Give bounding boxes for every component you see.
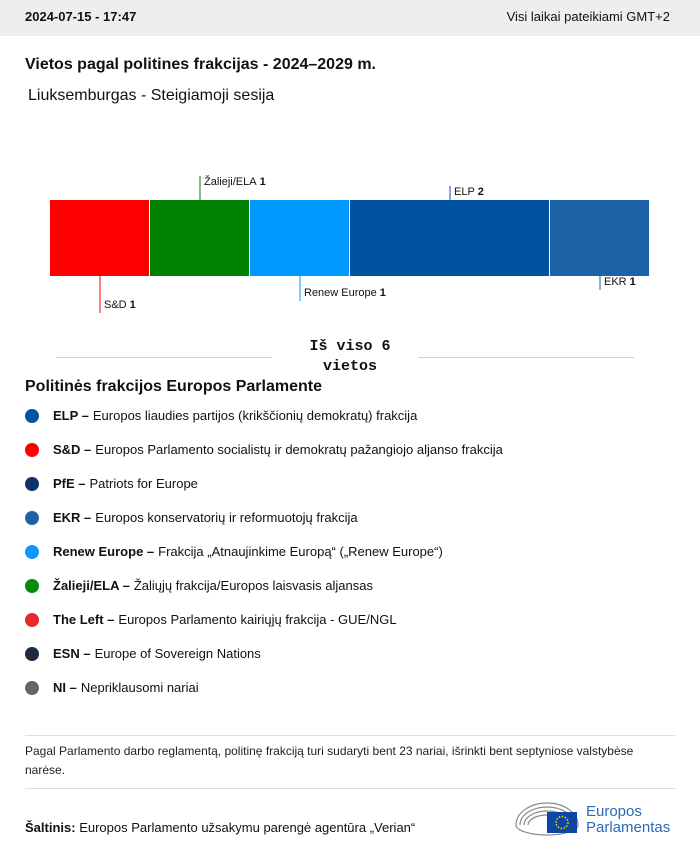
legend-title: Politinės frakcijos Europos Parlamente [25, 378, 322, 395]
segment-name: Renew Europe [304, 287, 377, 299]
legend-label: EKR – Europos konservatorių ir reformuoto… [53, 508, 358, 528]
legend-label: NI – Nepriklausomi nariai [53, 678, 199, 698]
total-seats: Iš viso 6 vietos [309, 338, 391, 375]
legend-description: Žaliųjų frakcija/Europos laisvasis aljan… [133, 578, 373, 593]
timestamp: 2024-07-15 - 17:47 [25, 9, 137, 24]
legend-description: Europe of Sovereign Nations [94, 646, 261, 661]
legend-abbr: Renew Europe – [53, 544, 155, 559]
source-text: Europos Parlamento užsakymu parengė agen… [79, 820, 416, 835]
segment-label: Renew Europe 1 [304, 287, 386, 299]
legend-description: Europos Parlamento kairiųjų frakcija - G… [118, 612, 397, 627]
legend-abbr: ESN – [53, 646, 91, 661]
segment-label: S&D 1 [104, 299, 136, 311]
source-label: Šaltinis: [25, 820, 76, 835]
segment-label: EKR 1 [604, 276, 636, 288]
bar-segment [50, 200, 149, 276]
segment-name: EKR [604, 276, 627, 288]
segment-value: 1 [260, 176, 266, 188]
segment-label: Žalieji/ELA 1 [204, 175, 266, 188]
legend-abbr: S&D – [53, 442, 92, 457]
segment-value: 1 [130, 299, 136, 311]
legend-abbr: EKR – [53, 510, 92, 525]
bar-segment [150, 200, 249, 276]
segment-name: S&D [104, 299, 127, 311]
legend-swatch [25, 681, 39, 695]
logo-mark [515, 802, 579, 836]
legend-abbr: ELP – [53, 408, 89, 423]
segment-name: ELP [454, 186, 475, 198]
divider [25, 735, 675, 736]
legend-swatch [25, 511, 39, 525]
legend-label: ELP – Europos liaudies partijos (krikščio… [53, 406, 417, 426]
legend-label: Renew Europe – Frakcija „Atnaujinkime Eur… [53, 542, 443, 562]
legend-abbr: The Left – [53, 612, 115, 627]
legend-label: PfE – Patriots for Europe [53, 474, 198, 494]
legend-swatch [25, 647, 39, 661]
legend-swatch [25, 443, 39, 457]
segment-value: 2 [478, 186, 484, 198]
chart-subtitle: Liuksemburgas - Steigiamoji sesija [28, 87, 275, 104]
divider [25, 788, 675, 789]
legend-swatch [25, 545, 39, 559]
legend-abbr: PfE – [53, 476, 86, 491]
segment-value: 1 [630, 276, 636, 288]
legend-swatch [25, 409, 39, 423]
timezone-note: Visi laikai pateikiami GMT+2 [506, 9, 670, 24]
logo-text: Europos Parlamentas [586, 804, 670, 836]
legend-description: Patriots for Europe [89, 476, 198, 491]
legend-swatch [25, 613, 39, 627]
legend-label: The Left – Europos Parlamento kairiųjų fr… [53, 610, 397, 630]
divider [418, 357, 634, 358]
legend-abbr: NI – [53, 680, 77, 695]
legend-swatch [25, 477, 39, 491]
segment-value: 1 [380, 287, 386, 299]
logo-line: Europos [586, 803, 642, 820]
bar-segment [250, 200, 349, 276]
source: Šaltinis: Europos Parlamento užsakymu pa… [25, 820, 415, 835]
divider [56, 357, 272, 358]
legend-description: Europos Parlamento socialistų ir demokra… [95, 442, 503, 457]
legend-abbr: Žalieji/ELA – [53, 578, 130, 593]
legend-label: S&D – Europos Parlamento socialistų ir de… [53, 440, 503, 460]
legend-swatch [25, 579, 39, 593]
legend-description: Nepriklausomi nariai [80, 680, 199, 695]
segment-label: ELP 2 [454, 186, 484, 198]
legend-description: Europos konservatorių ir reformuotojų fr… [95, 510, 358, 525]
bar-segment [350, 200, 549, 276]
bar-segment [550, 200, 649, 276]
legend-description: Frakcija „Atnaujinkime Europą“ („Renew E… [158, 544, 443, 559]
legend-label: Žalieji/ELA – Žaliųjų frakcija/Europos la… [53, 576, 373, 596]
segment-name: Žalieji/ELA [204, 175, 257, 188]
logo-line: Parlamentas [586, 819, 671, 836]
chart-title: Vietos pagal politines frakcijas - 2024–… [25, 56, 376, 73]
top-bar: 2024-07-15 - 17:47 Visi laikai pateikiam… [0, 0, 700, 36]
footnote: Pagal Parlamento darbo reglamentą, polit… [25, 744, 634, 777]
legend-label: ESN – Europe of Sovereign Nations [53, 644, 261, 664]
legend-description: Europos liaudies partijos (krikščionių d… [92, 408, 418, 423]
